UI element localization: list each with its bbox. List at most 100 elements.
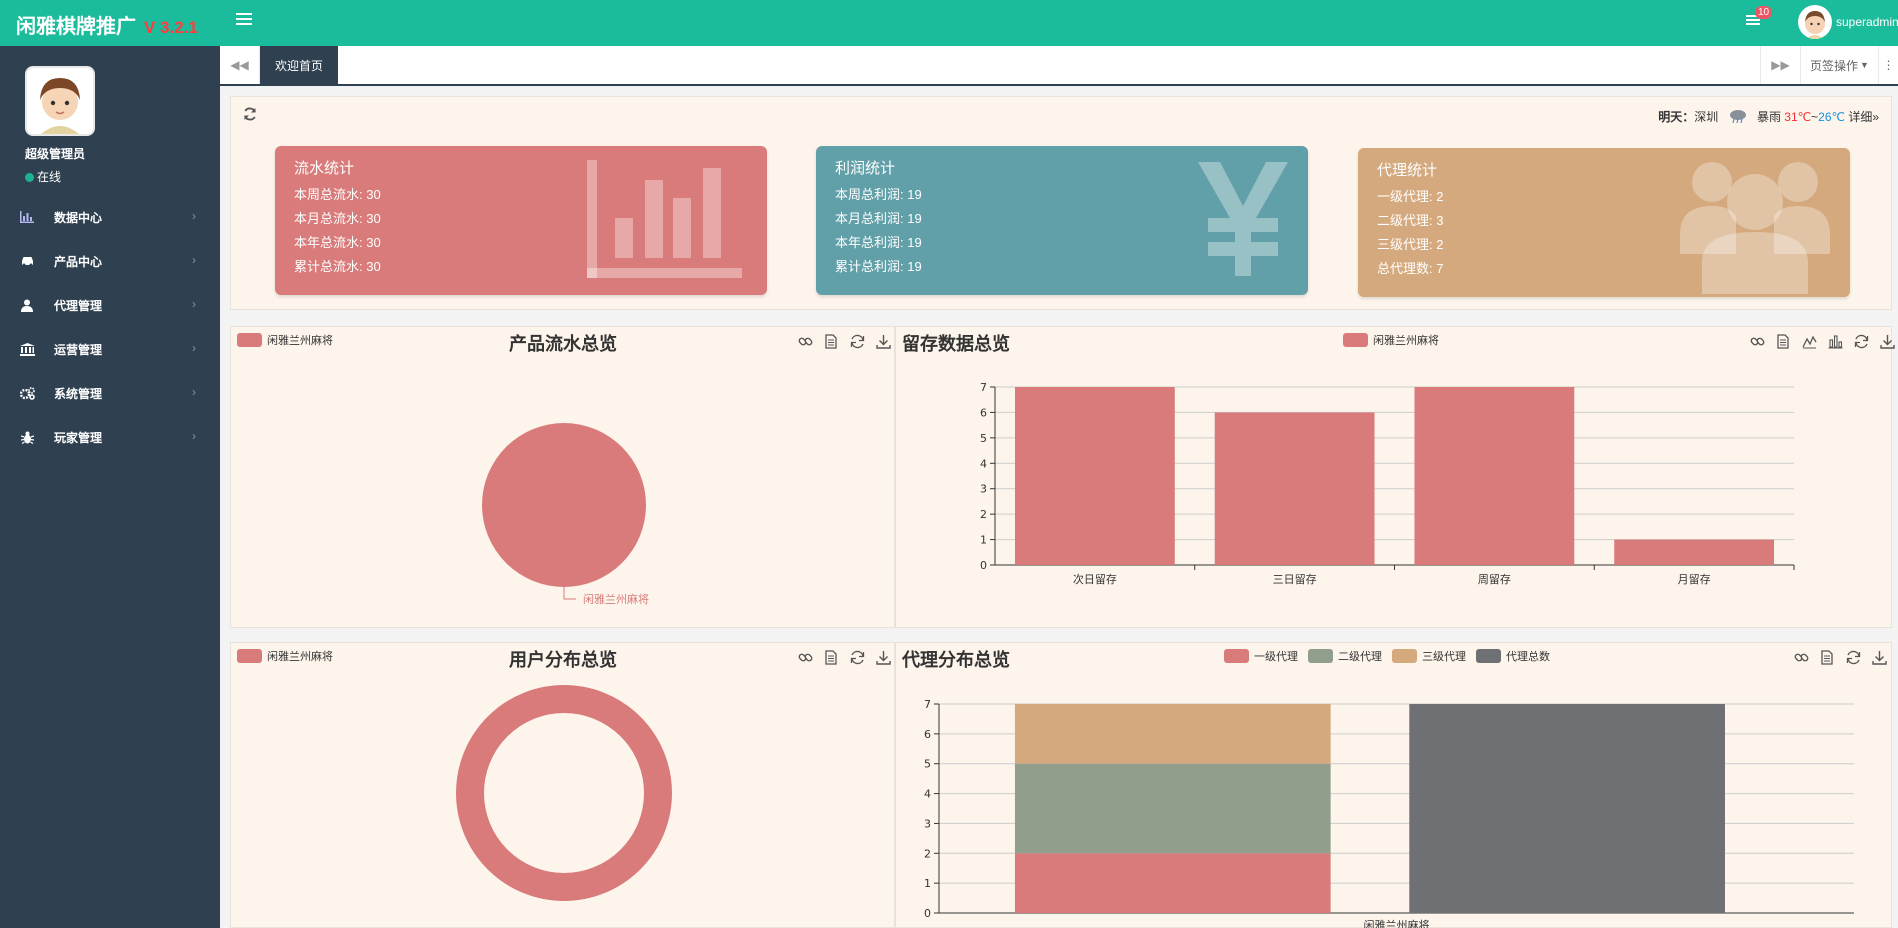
stats-panel: 明天：深圳 暴雨 31℃~26℃ 详细» 流水统计 本周总流水: 30 本月总流… (230, 96, 1892, 310)
stat-line: 本年总流水: 30 (294, 235, 381, 250)
bar-stack-2[interactable] (1014, 704, 1331, 764)
stat-card-title: 利润统计 (835, 160, 896, 177)
chart-title: 用户分布总览 (509, 650, 617, 670)
y-tick-label: 7 (924, 698, 931, 711)
stat-line: 累计总流水: 30 (294, 259, 381, 274)
message-count-badge: 10 (1755, 6, 1773, 19)
chart-legend[interactable]: 闲雅兰州麻将 (237, 332, 333, 348)
bar-3[interactable] (1614, 539, 1775, 565)
retention-bar-chart: 0 1 2 3 4 5 6 7 次日留存 三日留存 周留存 月留存 (980, 381, 1795, 586)
tab-close-button[interactable]: ⋮ (1878, 46, 1898, 84)
chart-legend[interactable]: 闲雅兰州麻将 (1343, 332, 1439, 348)
weather-detail-link[interactable]: 详细» (1848, 110, 1879, 124)
stat-line: 本年总利润: 19 (835, 235, 922, 250)
stat-card-revenue: 流水统计 本周总流水: 30 本月总流水: 30 本年总流水: 30 累计总流水… (275, 146, 767, 295)
data-view-icon[interactable] (823, 333, 839, 349)
sidebar-item-player[interactable]: 玩家管理 › (0, 415, 220, 459)
chevron-right-icon: › (192, 297, 196, 311)
pie-label-line (563, 587, 576, 600)
user-avatar[interactable] (1798, 5, 1832, 39)
tab-operations-dropdown[interactable]: 页签操作 ▼ (1800, 46, 1878, 84)
sidebar: 超级管理员 在线 数据中心 › 产品中心 › 代理管理 › 运营管理 › 系统管理 › 玩… (0, 46, 220, 928)
link-icon[interactable] (1749, 333, 1765, 349)
line-chart-icon[interactable] (1801, 333, 1817, 349)
stat-line: 累计总利润: 19 (835, 259, 922, 274)
download-icon[interactable] (875, 333, 891, 349)
stat-card-title: 代理统计 (1377, 162, 1438, 179)
legend-item[interactable]: 一级代理 (1224, 648, 1298, 664)
product-revenue-pie: 闲雅兰州麻将 (482, 423, 649, 606)
chart-title: 代理分布总览 (902, 650, 1010, 670)
link-icon[interactable] (1793, 649, 1809, 665)
y-tick-label: 5 (924, 758, 931, 771)
data-view-icon[interactable] (823, 649, 839, 665)
profile-avatar[interactable] (25, 66, 95, 136)
bank-icon (19, 341, 35, 357)
tab-scroll-right-button[interactable]: ▶▶ (1760, 46, 1800, 84)
donut-slice[interactable] (456, 685, 672, 901)
tab-welcome[interactable]: 欢迎首页 (260, 46, 338, 84)
legend-swatch (1308, 649, 1333, 663)
x-tick-label: 月留存 (1678, 572, 1711, 586)
app-brand[interactable]: 闲雅棋牌推广 V 3.2.1 (16, 10, 198, 39)
download-icon[interactable] (875, 649, 891, 665)
stat-line: 三级代理: 2 (1377, 237, 1444, 252)
chart-toolbox (1739, 333, 1895, 349)
profile-status: 在线 (25, 168, 61, 185)
pie-label: 闲雅兰州麻将 (583, 592, 649, 606)
x-tick-label: 周留存 (1478, 572, 1511, 586)
legend-item[interactable]: 三级代理 (1392, 648, 1466, 664)
bar-1[interactable] (1214, 412, 1375, 565)
bar-chart-icon[interactable] (1827, 333, 1843, 349)
sidebar-item-data-center[interactable]: 数据中心 › (0, 195, 220, 239)
link-icon[interactable] (797, 649, 813, 665)
top-navbar: 闲雅棋牌推广 V 3.2.1 10 superadmin (0, 0, 1898, 46)
messages-button[interactable]: 10 (1745, 6, 1773, 31)
username[interactable]: superadmin (1836, 15, 1898, 29)
stat-line: 本月总利润: 19 (835, 211, 922, 226)
sidebar-item-operations[interactable]: 运营管理 › (0, 327, 220, 371)
data-view-icon[interactable] (1775, 333, 1791, 349)
bar-stack-0[interactable] (1014, 853, 1331, 913)
bar-stack-1[interactable] (1014, 763, 1331, 854)
download-icon[interactable] (1871, 649, 1887, 665)
stat-line: 本周总流水: 30 (294, 187, 381, 202)
bar-2[interactable] (1414, 387, 1575, 565)
restore-icon[interactable] (849, 649, 865, 665)
chart-title: 留存数据总览 (902, 334, 1010, 354)
legend-item[interactable]: 二级代理 (1308, 648, 1382, 664)
link-icon[interactable] (797, 333, 813, 349)
tab-scroll-left-button[interactable]: ◀◀ (220, 46, 260, 84)
y-tick-label: 1 (980, 534, 987, 547)
chart-panel-user-distribution: 闲雅兰州麻将 用户分布总览 (230, 642, 895, 928)
refresh-icon[interactable] (243, 107, 257, 124)
chart-toolbox (1783, 649, 1887, 665)
user-distribution-donut (456, 685, 672, 901)
envelope-icon (1746, 15, 1760, 25)
sidebar-item-system[interactable]: 系统管理 › (0, 371, 220, 415)
data-view-icon[interactable] (1819, 649, 1835, 665)
sidebar-item-agent-management[interactable]: 代理管理 › (0, 283, 220, 327)
forward-icon: ▶▶ (1771, 58, 1790, 72)
chart-legend[interactable]: 闲雅兰州麻将 (237, 648, 333, 664)
close-icon: ⋮ (1882, 58, 1895, 72)
yen-icon (1198, 158, 1288, 281)
restore-icon[interactable] (1845, 649, 1861, 665)
pie-slice[interactable] (482, 423, 646, 587)
restore-icon[interactable] (849, 333, 865, 349)
bar-0[interactable] (1014, 387, 1175, 565)
stat-line: 本周总利润: 19 (835, 187, 922, 202)
y-tick-label: 0 (980, 559, 987, 572)
stat-line: 一级代理: 2 (1377, 189, 1444, 204)
download-icon[interactable] (1879, 333, 1895, 349)
sidebar-item-product-center[interactable]: 产品中心 › (0, 239, 220, 283)
restore-icon[interactable] (1853, 333, 1869, 349)
legend-item[interactable]: 代理总数 (1476, 648, 1550, 664)
chart-panel-agent-distribution: 代理分布总览 一级代理 二级代理 三级代理 代理总数 0 1 2 3 4 5 6 7 闲雅兰州麻… (895, 642, 1892, 928)
chart-panel-product-revenue: 闲雅兰州麻将 产品流水总览 闲雅兰州麻将 (230, 326, 895, 628)
menu-toggle-icon[interactable] (236, 13, 252, 27)
profile-name: 超级管理员 (25, 147, 86, 161)
x-tick-label: 次日留存 (1073, 572, 1117, 586)
app-title: 闲雅棋牌推广 (16, 16, 136, 38)
bar-total[interactable] (1409, 704, 1725, 913)
